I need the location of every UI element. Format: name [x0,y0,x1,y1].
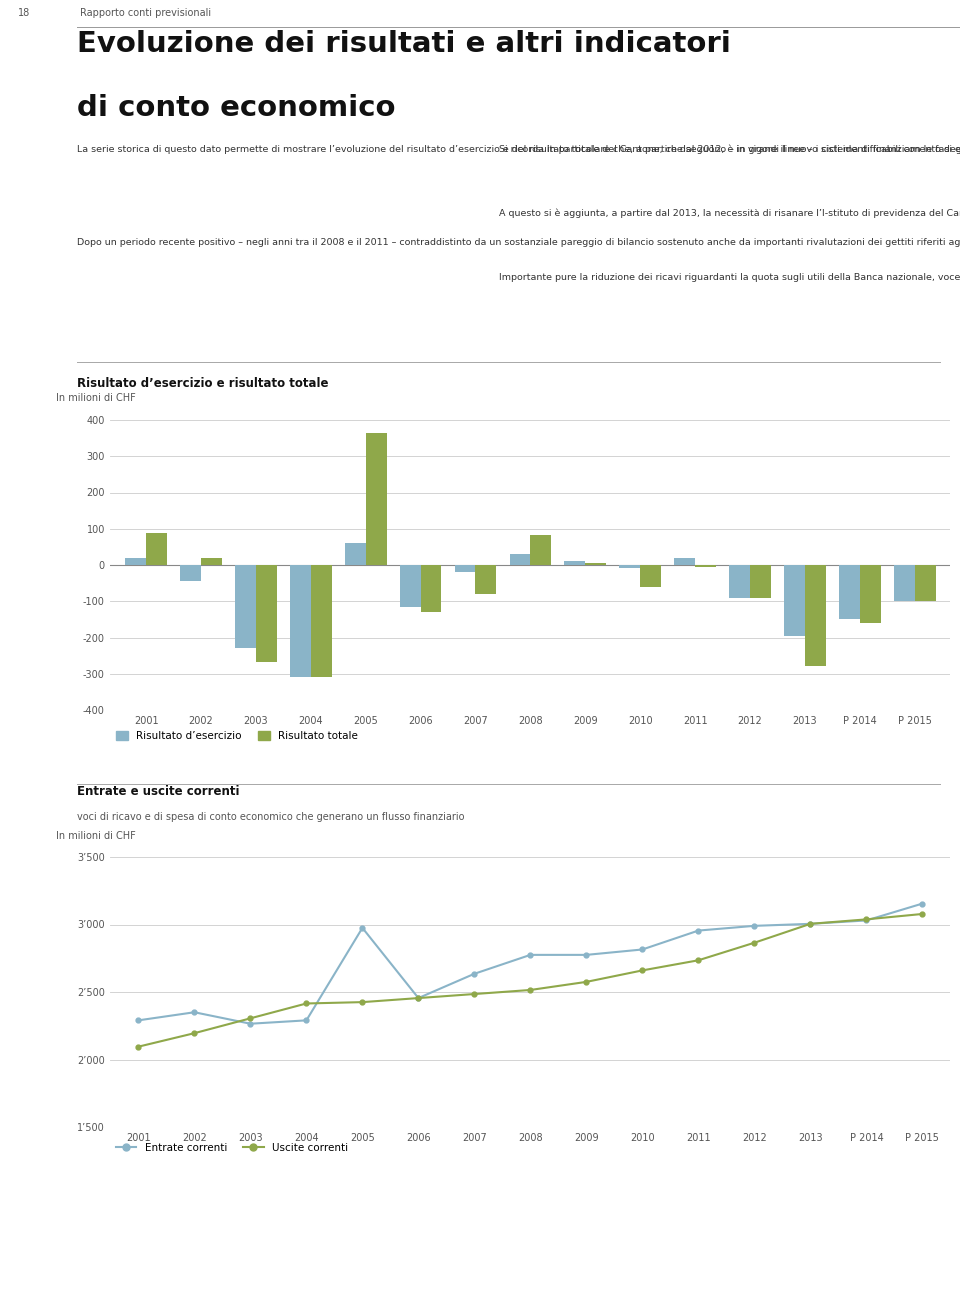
Text: voci di ricavo e di spesa di conto economico che generano un flusso finanziario: voci di ricavo e di spesa di conto econo… [77,812,465,822]
Bar [804,566,826,666]
Bar [640,566,661,586]
Text: Evoluzione dei risultati e altri indicatori: Evoluzione dei risultati e altri indicat… [77,30,731,58]
Text: di conto economico: di conto economico [77,94,396,122]
Text: Rapporto conti previsionali: Rapporto conti previsionali [80,8,211,18]
Text: In milioni di CHF: In milioni di CHF [56,831,135,841]
Bar [146,533,167,566]
Text: La serie storica di questo dato permette di mostrare l’evoluzione del risultato : La serie storica di questo dato permette… [77,146,960,153]
Bar [619,566,640,568]
Text: Risultato d’esercizio e risultato totale: Risultato d’esercizio e risultato totale [77,377,328,390]
Bar [674,558,695,566]
Bar [290,566,311,677]
Bar [695,566,716,567]
Bar [915,566,936,601]
Bar [784,566,804,636]
Bar [420,566,442,612]
Text: Dopo un periodo recente positivo – negli anni tra il 2008 e il 2011 – contraddis: Dopo un periodo recente positivo – negli… [77,238,960,247]
Bar [730,566,750,598]
Bar [366,433,387,566]
Bar [531,536,551,566]
Bar [510,554,530,566]
Bar [564,562,586,566]
Bar [839,566,860,619]
Bar [345,543,366,566]
Bar [894,566,915,601]
Bar [256,566,276,662]
Bar [180,566,201,581]
Bar [586,563,606,566]
Legend: Entrate correnti, Uscite correnti: Entrate correnti, Uscite correnti [115,1143,348,1153]
Bar [750,566,771,598]
Text: 18: 18 [18,8,31,18]
Bar [860,566,880,623]
Legend: Risultato d’esercizio, Risultato totale: Risultato d’esercizio, Risultato totale [115,731,358,741]
Text: Importante pure la riduzione dei ricavi riguardanti la quota sugli utili della B: Importante pure la riduzione dei ricavi … [499,273,960,282]
Bar [399,566,420,607]
Bar [475,566,496,594]
Bar [311,566,331,677]
Text: Si ricorda in particolare che, a partire dal 2012, è in vigore il nuovo sistema : Si ricorda in particolare che, a partire… [499,146,960,155]
Text: A questo si è aggiunta, a partire dal 2013, la necessità di risanare l’I-stituto: A questo si è aggiunta, a partire dal 20… [499,209,960,218]
Text: In milioni di CHF: In milioni di CHF [56,393,135,403]
Bar [455,566,475,572]
Bar [235,566,256,649]
Text: Entrate e uscite correnti: Entrate e uscite correnti [77,785,239,798]
Bar [125,558,146,566]
Bar [201,559,222,566]
